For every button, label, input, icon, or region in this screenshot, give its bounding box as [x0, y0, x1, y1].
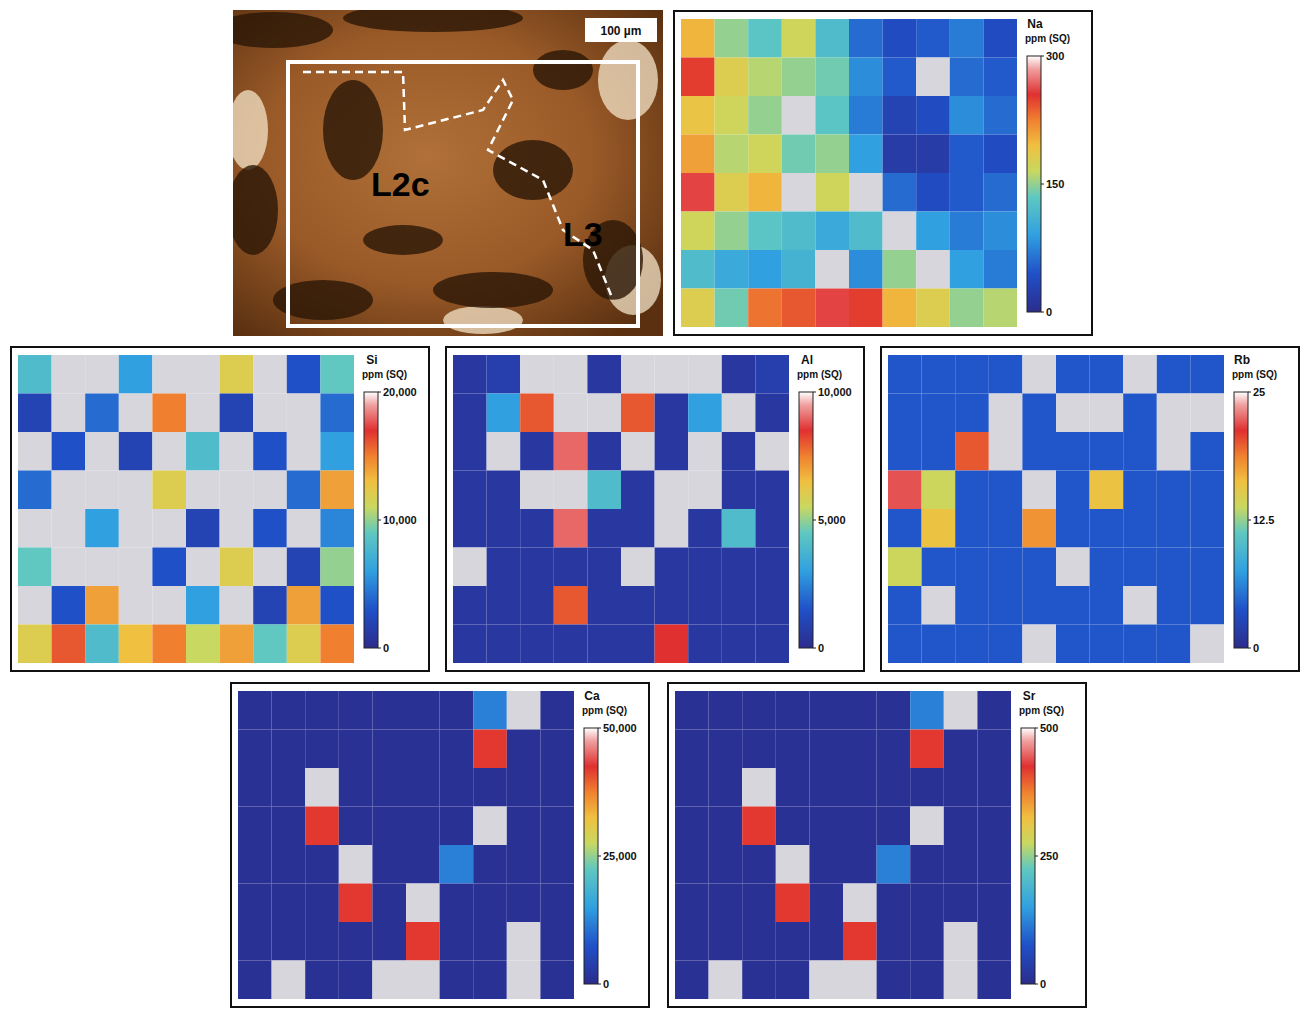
svg-text:250: 250 — [1040, 850, 1058, 862]
svg-text:ppm (SQ): ppm (SQ) — [1025, 33, 1070, 44]
svg-text:100 µm: 100 µm — [601, 24, 642, 38]
svg-text:0: 0 — [1046, 306, 1052, 318]
svg-text:12.5: 12.5 — [1253, 514, 1274, 526]
svg-text:25: 25 — [1253, 386, 1265, 398]
svg-text:20,000: 20,000 — [383, 386, 417, 398]
svg-text:ppm (SQ): ppm (SQ) — [1232, 369, 1277, 380]
svg-text:150: 150 — [1046, 178, 1064, 190]
svg-text:25,000: 25,000 — [603, 850, 637, 862]
svg-text:10,000: 10,000 — [383, 514, 417, 526]
svg-text:Rb: Rb — [1234, 353, 1250, 367]
svg-text:ppm (SQ): ppm (SQ) — [1019, 705, 1064, 716]
svg-text:Al: Al — [801, 353, 813, 367]
svg-text:L3: L3 — [563, 215, 603, 253]
svg-text:500: 500 — [1040, 722, 1058, 734]
svg-text:0: 0 — [603, 978, 609, 990]
svg-text:Si: Si — [366, 353, 377, 367]
svg-text:0: 0 — [383, 642, 389, 654]
svg-text:0: 0 — [1040, 978, 1046, 990]
svg-text:5,000: 5,000 — [818, 514, 846, 526]
svg-text:Na: Na — [1027, 17, 1043, 31]
svg-text:Ca: Ca — [584, 689, 600, 703]
svg-text:50,000: 50,000 — [603, 722, 637, 734]
svg-text:ppm (SQ): ppm (SQ) — [362, 369, 407, 380]
svg-text:ppm (SQ): ppm (SQ) — [797, 369, 842, 380]
svg-text:300: 300 — [1046, 50, 1064, 62]
svg-text:10,000: 10,000 — [818, 386, 852, 398]
svg-text:0: 0 — [818, 642, 824, 654]
svg-text:ppm (SQ): ppm (SQ) — [582, 705, 627, 716]
svg-text:0: 0 — [1253, 642, 1259, 654]
svg-text:L2c: L2c — [371, 165, 430, 203]
svg-text:Sr: Sr — [1023, 689, 1036, 703]
